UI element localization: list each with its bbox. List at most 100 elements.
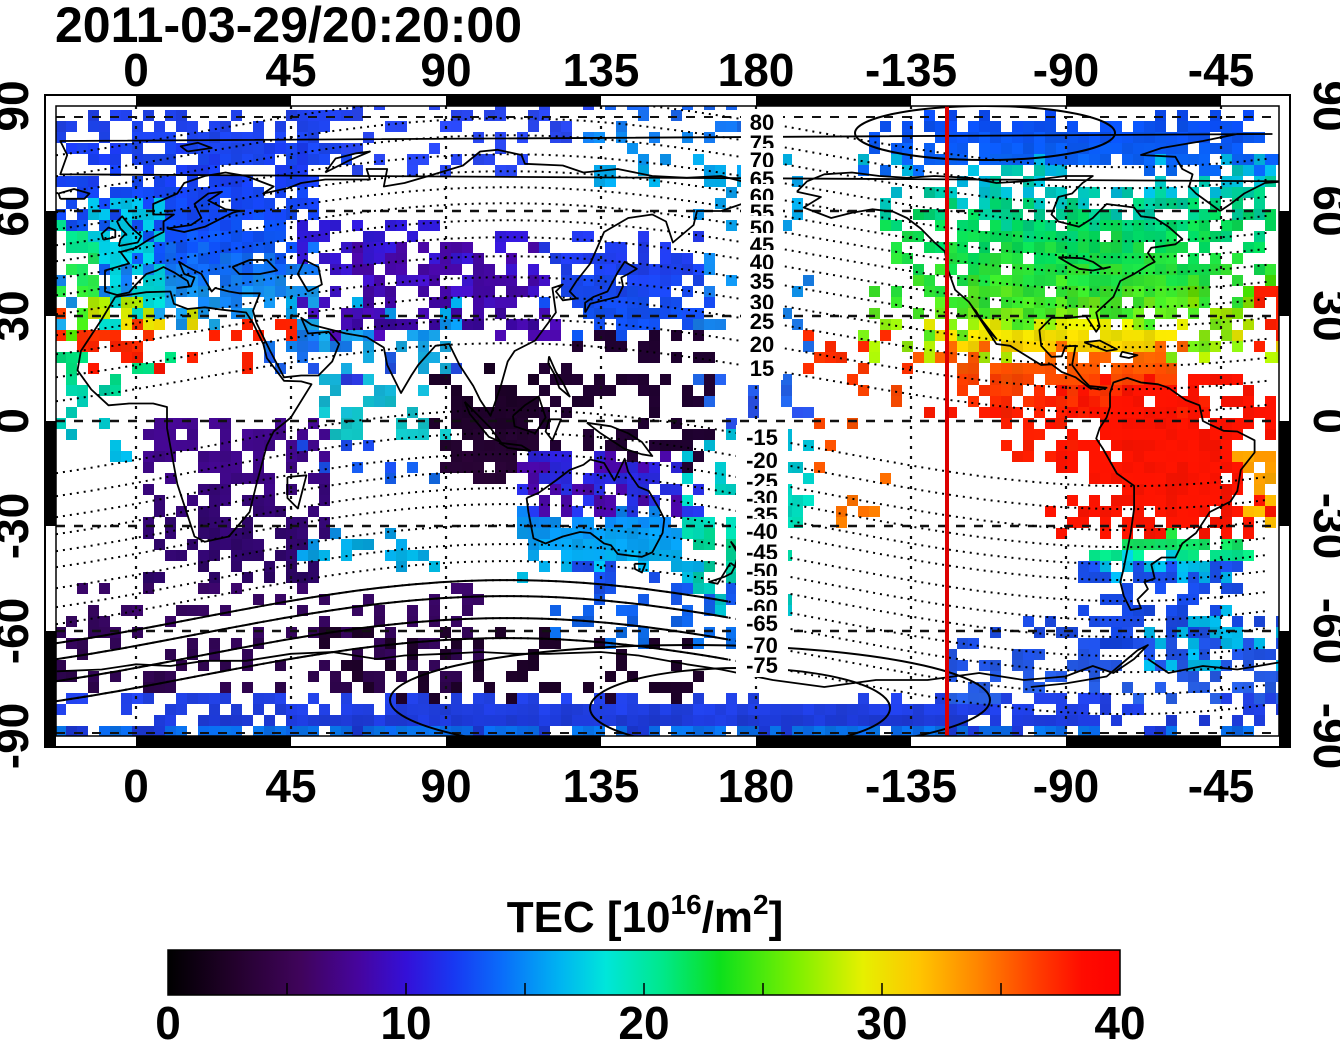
lat-label-right--60: -60 xyxy=(1304,598,1340,664)
lat-label-right-60: 60 xyxy=(1304,185,1340,236)
coastline-black-sea xyxy=(231,259,278,275)
coastline-sumatra xyxy=(463,401,502,443)
colorbar-title: TEC [1016/m2] xyxy=(507,889,784,942)
lon-label-bottom-180: 180 xyxy=(718,760,795,812)
lon-label-top-90: 90 xyxy=(420,44,471,96)
coastline-hispaniola xyxy=(1119,350,1139,359)
coastline-japan xyxy=(584,260,638,313)
lat-lon-grid-lines xyxy=(56,106,1279,736)
coastline-uk xyxy=(116,215,143,247)
coastline-cuba xyxy=(1083,339,1118,352)
lon-label-bottom-135: 135 xyxy=(563,760,640,812)
tec-region-north-america-arctic xyxy=(858,110,1279,176)
colorbar-labels: 0 10 20 30 40 xyxy=(155,997,1145,1042)
lon-label-top--45: -45 xyxy=(1188,44,1254,96)
lat-label-left--90: -90 xyxy=(0,703,38,769)
lat-label-right--30: -30 xyxy=(1304,493,1340,559)
contour-label--65: -65 xyxy=(746,611,778,636)
lon-label-bottom-90: 90 xyxy=(420,760,471,812)
lat-label-left--30: -30 xyxy=(0,493,38,559)
tec-data-layer xyxy=(56,106,1279,736)
lon-label-bottom--90: -90 xyxy=(1033,760,1099,812)
coastline-antarctica-east xyxy=(56,651,722,673)
lon-label-top--90: -90 xyxy=(1033,44,1099,96)
coastline-eurasia xyxy=(104,148,757,417)
axis-bottom-longitude-labels: 0 45 90 135 180 -135 -90 -45 xyxy=(123,760,1254,812)
lon-label-top-45: 45 xyxy=(265,44,316,96)
coastline-antarctica-west xyxy=(720,644,1149,688)
tec-region-right-edge-red xyxy=(1254,286,1279,352)
lat-label-right-30: 30 xyxy=(1304,290,1340,341)
coastline-australia xyxy=(525,457,666,558)
colorbar-label-40: 40 xyxy=(1094,997,1145,1042)
tec-region-pacific-red-specks xyxy=(803,330,913,528)
lon-label-top-0: 0 xyxy=(123,44,149,96)
coastline-svalbard xyxy=(179,141,213,153)
coastline-sulawesi xyxy=(544,418,562,442)
lon-label-bottom--135: -135 xyxy=(865,760,957,812)
coastline-caspian xyxy=(296,259,323,293)
coastline-novaya-zemlya xyxy=(324,150,371,174)
map-interior: 8075706560555045403530252015-15-20-25-30… xyxy=(56,106,1279,736)
lon-label-bottom-0: 0 xyxy=(123,760,149,812)
map-frame-neatline xyxy=(44,94,1291,748)
coastline-antarctica-atlantic xyxy=(1147,658,1279,674)
lon-label-top--135: -135 xyxy=(865,44,957,96)
coastline-new-guinea xyxy=(586,421,654,457)
lat-label-right-90: 90 xyxy=(1304,80,1340,131)
colorbar-label-20: 20 xyxy=(618,997,669,1042)
coastline-java xyxy=(498,441,531,452)
lon-label-top-180: 180 xyxy=(718,44,795,96)
colorbar-label-0: 0 xyxy=(155,997,181,1042)
magnetic-latitude-contours xyxy=(56,106,1269,736)
coastline-philippines xyxy=(547,355,571,398)
contour-label-15: 15 xyxy=(750,356,774,381)
coastline-nz-south xyxy=(708,562,736,585)
lat-label-right-0: 0 xyxy=(1304,408,1340,434)
tec-region-indonesia-dark-scatter xyxy=(539,330,715,473)
lat-label-left--60: -60 xyxy=(0,598,38,664)
coastline-iceland xyxy=(57,188,91,200)
colorbar-ticks xyxy=(286,983,1002,995)
colorbar: TEC [1016/m2] 0 10 20 30 40 xyxy=(155,889,1145,1042)
coastline-greenland xyxy=(59,133,1279,212)
coastlines xyxy=(56,133,1279,688)
tec-region-south-america-red xyxy=(1045,374,1276,539)
lon-label-bottom-45: 45 xyxy=(265,760,316,812)
contour-label-35: 35 xyxy=(750,269,774,294)
colorbar-gradient-bar xyxy=(167,949,1121,996)
contour-label--20: -20 xyxy=(746,448,778,473)
contour-label--75: -75 xyxy=(746,653,778,678)
tec-region-mexico-caribbean-red xyxy=(913,341,1210,418)
coastline-great-lakes xyxy=(1057,256,1111,272)
coastline-borneo xyxy=(512,395,547,435)
tec-region-arctic-scatter-east xyxy=(583,106,759,187)
lat-label-left-90: 90 xyxy=(0,80,38,131)
contour-label--40: -40 xyxy=(746,519,778,544)
axis-left-latitude-labels: 90 60 30 0 -30 -60 -90 xyxy=(0,80,38,769)
tec-region-brazil-orange-fringe xyxy=(1232,451,1276,528)
lat-label-left-0: 0 xyxy=(0,408,38,434)
coastline-south-america xyxy=(1095,377,1256,611)
contour-label--15: -15 xyxy=(746,425,778,450)
coastline-africa xyxy=(76,290,313,543)
coastline-north-america xyxy=(796,171,1184,391)
coastline-ireland xyxy=(100,226,117,241)
colorbar-label-30: 30 xyxy=(856,997,907,1042)
coastline-madagascar xyxy=(286,474,308,510)
lon-label-bottom--45: -45 xyxy=(1188,760,1254,812)
contour-labels: 8075706560555045403530252015-15-20-25-30… xyxy=(736,110,788,678)
contour-label-20: 20 xyxy=(750,332,774,357)
lon-label-top-135: 135 xyxy=(563,44,640,96)
lat-label-left-60: 60 xyxy=(0,185,38,236)
colorbar-label-10: 10 xyxy=(380,997,431,1042)
lat-label-left-30: 30 xyxy=(0,290,38,341)
coastline-tasmania xyxy=(633,562,647,574)
axis-right-latitude-labels: 90 60 30 0 -30 -60 -90 xyxy=(1304,80,1340,769)
axis-top-longitude-labels: 0 45 90 135 180 -135 -90 -45 xyxy=(123,44,1254,96)
lat-label-right--90: -90 xyxy=(1304,703,1340,769)
coastline-baltic xyxy=(166,190,241,233)
contour-label-80: 80 xyxy=(750,110,774,135)
